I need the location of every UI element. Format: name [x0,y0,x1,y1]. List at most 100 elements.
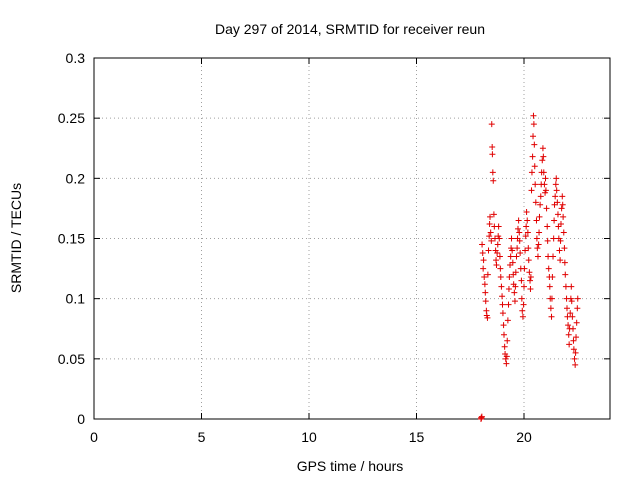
x-tick-label: 0 [90,429,98,445]
data-point [537,201,544,208]
data-point [515,217,522,224]
data-point [547,305,554,312]
data-point [534,245,541,252]
data-point [560,229,567,236]
data-point [571,355,578,362]
data-point [531,141,538,148]
data-point [481,274,488,281]
data-point [521,283,527,290]
x-tick-label: 5 [198,429,206,445]
data-point [527,274,534,281]
data-point [568,298,575,305]
data-point [511,289,518,296]
data-point [504,317,511,324]
data-point [536,229,543,236]
data-point [496,235,503,242]
data-point [521,265,528,272]
data-point [558,205,565,212]
data-point [489,151,496,158]
data-point [552,181,559,188]
data-point [567,310,574,317]
data-point [537,193,544,200]
data-point [482,298,489,305]
data-point [499,310,506,317]
x-tick-label: 15 [409,429,425,445]
grid-lines [94,58,610,419]
y-tick-label: 0.2 [66,170,86,186]
data-point [485,247,492,254]
data-point [539,145,546,152]
y-tick-label: 0 [77,411,85,427]
y-tick-label: 0.05 [58,351,85,367]
data-point [530,133,537,140]
data-point [501,331,508,338]
data-point [559,193,566,200]
data-point [499,301,506,308]
data-point [544,223,551,230]
data-point [514,225,521,232]
chart-title: Day 297 of 2014, SRMTID for receiver reu… [215,21,485,37]
data-point [494,241,501,248]
data-point [493,261,500,268]
data-point [561,245,568,252]
data-point [534,253,541,260]
data-point [526,269,533,276]
data-point [499,293,506,300]
data-point [543,205,550,212]
data-point [519,313,526,320]
data-point [524,229,531,236]
data-point [545,265,552,272]
data-point [505,301,512,308]
data-point [548,295,555,302]
data-point [531,163,538,170]
data-point [572,361,579,368]
data-point [564,305,570,312]
data-point [535,241,542,248]
data-point [568,283,575,290]
data-point [557,257,564,264]
y-tick-label: 0.15 [58,231,85,247]
y-tick-label: 0.3 [66,50,86,66]
data-point [507,253,514,260]
data-point [570,346,577,353]
data-point [530,121,537,128]
data-point [533,217,540,224]
data-point [532,181,539,188]
data-point [530,112,537,119]
data-point [546,283,553,290]
data-point [527,277,534,284]
x-tick-label: 10 [301,429,317,445]
data-points [478,112,581,422]
data-point [478,414,485,421]
data-point [559,201,566,208]
data-point [552,193,559,200]
data-point [570,325,577,332]
data-point [478,413,485,420]
data-point [573,319,580,326]
data-point [554,199,561,206]
data-point [500,322,507,329]
data-point [512,283,519,290]
data-point [553,175,560,182]
x-axis-label: GPS time / hours [297,458,404,474]
data-point [497,265,504,272]
data-point [511,298,518,305]
data-point [516,229,523,236]
data-point [513,253,520,260]
y-axis-label: SRMTID / TECUs [8,183,24,293]
data-point [566,341,573,348]
data-point [509,259,516,266]
data-point [518,295,525,302]
data-point [554,211,561,218]
data-point [486,233,493,240]
data-point [517,249,524,256]
data-point [490,177,497,184]
y-tick-label: 0.25 [58,110,85,126]
data-point [536,213,543,220]
data-point [544,237,551,244]
data-point [489,169,496,176]
data-point [497,274,504,281]
data-point [480,257,487,264]
